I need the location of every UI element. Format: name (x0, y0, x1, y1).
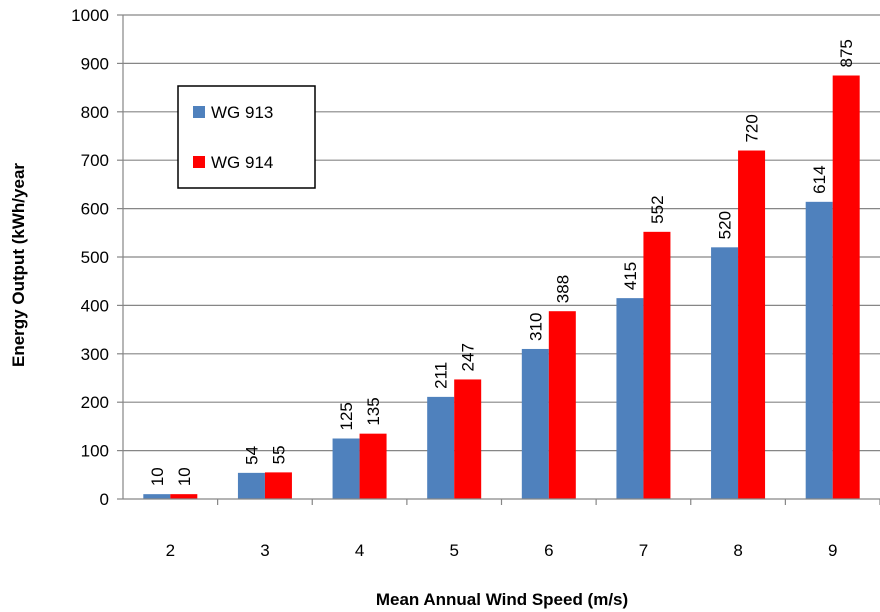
y-tick-label: 200 (81, 393, 109, 412)
x-tick-label: 7 (639, 541, 648, 560)
bar-wg913-3 (237, 472, 265, 499)
x-tick-labels: 2 3 4 5 6 7 8 9 (166, 541, 838, 560)
data-labels: 10 10 54 55 125 135 211 247 310 388 415 552 520 720 61… (148, 39, 856, 486)
bar-wg913-7 (616, 298, 644, 499)
y-tick-label: 300 (81, 345, 109, 364)
bar-wg914-7 (643, 231, 671, 499)
y-tick-label: 600 (81, 200, 109, 219)
data-label: 552 (648, 195, 667, 223)
legend-swatch-wg913 (193, 106, 205, 118)
x-tick-label: 9 (828, 541, 837, 560)
data-label: 135 (364, 397, 383, 425)
bar-wg913-2 (143, 494, 171, 499)
data-label: 415 (621, 262, 640, 290)
x-tick-label: 5 (449, 541, 458, 560)
bar-wg913-6 (521, 348, 549, 499)
bar-wg914-6 (548, 311, 576, 499)
bar-wg913-9 (805, 201, 833, 499)
data-label: 247 (459, 343, 478, 371)
data-label: 310 (526, 313, 545, 341)
data-label: 211 (432, 362, 451, 389)
y-tick-label: 500 (81, 248, 109, 267)
bar-wg914-4 (359, 433, 387, 499)
bar-wg914-8 (738, 150, 766, 499)
legend-swatch-wg914 (193, 156, 205, 168)
data-label: 875 (837, 39, 856, 67)
y-tick-label: 900 (81, 54, 109, 73)
y-tick-label: 800 (81, 103, 109, 122)
x-tick-label: 8 (733, 541, 742, 560)
y-axis-title: Energy Output (kWh/year (9, 163, 28, 367)
y-tick-label: 400 (81, 296, 109, 315)
legend: WG 913 WG 914 (177, 85, 316, 189)
data-label: 388 (553, 275, 572, 303)
bar-wg913-5 (427, 396, 455, 499)
data-label: 54 (242, 446, 261, 465)
y-tick-labels: 0 100 200 300 400 500 600 700 800 900 1000 (71, 6, 109, 509)
data-label: 720 (743, 114, 762, 142)
data-label: 10 (175, 467, 194, 486)
bar-wg914-2 (170, 494, 198, 499)
axes (122, 15, 880, 505)
bar-wg914-9 (832, 75, 860, 499)
x-tick-label: 2 (166, 541, 175, 560)
data-label: 614 (810, 165, 829, 193)
bars (143, 75, 860, 499)
x-tick-label: 3 (260, 541, 269, 560)
bar-wg914-5 (454, 379, 482, 499)
data-label: 520 (716, 211, 735, 239)
bar-wg913-8 (711, 247, 739, 499)
y-tick-label: 700 (81, 151, 109, 170)
x-axis-title: Mean Annual Wind Speed (m/s) (376, 590, 628, 609)
data-label: 10 (148, 467, 167, 486)
y-tick-label: 0 (100, 490, 109, 509)
data-label: 125 (337, 402, 356, 430)
x-tick-label: 4 (355, 541, 364, 560)
legend-label-wg913: WG 913 (211, 103, 273, 122)
y-tick-label: 1000 (71, 6, 109, 25)
legend-label-wg914: WG 914 (211, 153, 273, 172)
legend-box (177, 85, 316, 189)
bar-wg913-4 (332, 438, 360, 499)
y-tick-label: 100 (81, 442, 109, 461)
bar-wg914-3 (264, 472, 292, 499)
x-tick-label: 6 (544, 541, 553, 560)
data-label: 55 (269, 445, 288, 464)
